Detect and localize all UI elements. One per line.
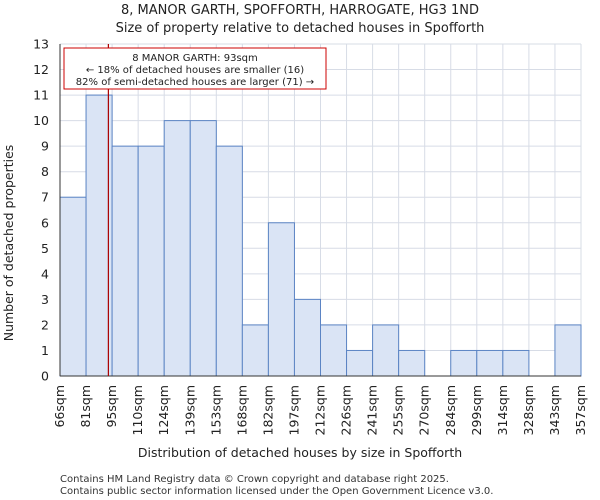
histogram-bar bbox=[476, 349, 504, 377]
y-tick-label: 6 bbox=[41, 215, 49, 230]
x-tick-label: 153sqm bbox=[208, 385, 223, 435]
histogram-bar bbox=[398, 349, 426, 377]
footer-line-1: Contains HM Land Registry data © Crown c… bbox=[60, 474, 449, 485]
x-tick-label: 66sqm bbox=[52, 385, 67, 428]
histogram-bar bbox=[346, 349, 374, 377]
y-tick-label: 1 bbox=[41, 343, 49, 358]
x-tick-label: 110sqm bbox=[130, 385, 145, 435]
y-axis-label: Number of detached properties bbox=[1, 145, 16, 342]
y-tick-label: 8 bbox=[41, 164, 49, 179]
x-tick-label: 226sqm bbox=[339, 385, 354, 435]
x-tick-label: 182sqm bbox=[260, 385, 275, 435]
x-tick-label: 270sqm bbox=[417, 385, 432, 435]
histogram-bar bbox=[502, 349, 530, 377]
annotation-box: 8 MANOR GARTH: 93sqm ← 18% of detached h… bbox=[63, 47, 327, 90]
x-tick-label: 168sqm bbox=[234, 385, 249, 435]
histogram-bar bbox=[111, 145, 139, 377]
y-tick-label: 9 bbox=[41, 139, 49, 154]
x-axis-label: Distribution of detached houses by size … bbox=[138, 445, 462, 460]
x-tick-label: 81sqm bbox=[78, 385, 93, 428]
x-tick-label: 139sqm bbox=[182, 385, 197, 435]
chart-subtitle: Size of property relative to detached ho… bbox=[116, 21, 485, 36]
x-tick-label: 299sqm bbox=[469, 385, 484, 435]
footer-line-2: Contains public sector information licen… bbox=[60, 486, 493, 497]
y-tick-label: 11 bbox=[33, 88, 49, 103]
histogram-bar bbox=[554, 324, 582, 377]
y-tick-label: 5 bbox=[41, 241, 49, 256]
annotation-line-3: 82% of semi-detached houses are larger (… bbox=[76, 77, 314, 88]
histogram-bar bbox=[59, 196, 87, 377]
x-tick-label: 343sqm bbox=[547, 385, 562, 435]
bar-layer bbox=[59, 94, 582, 377]
x-tick-label: 328sqm bbox=[521, 385, 536, 435]
histogram-bar bbox=[215, 145, 243, 377]
histogram-bar bbox=[85, 94, 113, 377]
histogram-bar bbox=[267, 222, 295, 377]
y-tick-label: 0 bbox=[41, 369, 49, 384]
y-tick-label: 3 bbox=[41, 292, 49, 307]
histogram-bar bbox=[241, 324, 269, 377]
annotation-line-2: ← 18% of detached houses are smaller (16… bbox=[86, 65, 304, 76]
x-tick-label: 197sqm bbox=[286, 385, 301, 435]
annotation-border bbox=[63, 47, 327, 90]
x-tick-label: 212sqm bbox=[313, 385, 328, 435]
y-tick-label: 10 bbox=[33, 113, 49, 128]
x-tick-label: 241sqm bbox=[365, 385, 380, 435]
y-tick-label: 13 bbox=[33, 37, 49, 52]
y-tick-label: 7 bbox=[41, 190, 49, 205]
annotation-line-1: 8 MANOR GARTH: 93sqm bbox=[132, 53, 258, 64]
chart-title: 8, MANOR GARTH, SPOFFORTH, HARROGATE, HG… bbox=[121, 3, 479, 18]
x-tick-label: 357sqm bbox=[573, 385, 588, 435]
histogram-bar bbox=[189, 120, 217, 377]
x-tick-label: 255sqm bbox=[391, 385, 406, 435]
y-tick-label: 4 bbox=[41, 266, 49, 281]
histogram-bar bbox=[450, 349, 478, 377]
histogram-bar bbox=[320, 324, 348, 377]
axis-layer bbox=[59, 44, 581, 377]
histogram-bar bbox=[163, 120, 191, 377]
x-tick-labels: 66sqm 81sqm 95sqm 110sqm 124sqm 139sqm 153sqm 1… bbox=[52, 385, 588, 435]
x-tick-label: 124sqm bbox=[156, 385, 171, 435]
x-tick-label: 95sqm bbox=[104, 385, 119, 428]
histogram-bar bbox=[372, 324, 400, 377]
histogram-bar bbox=[293, 298, 322, 377]
histogram-bar bbox=[137, 145, 165, 377]
x-tick-label: 314sqm bbox=[495, 385, 510, 435]
y-tick-label: 12 bbox=[33, 62, 49, 77]
y-tick-label: 2 bbox=[41, 317, 49, 332]
x-tick-label: 284sqm bbox=[443, 385, 458, 435]
